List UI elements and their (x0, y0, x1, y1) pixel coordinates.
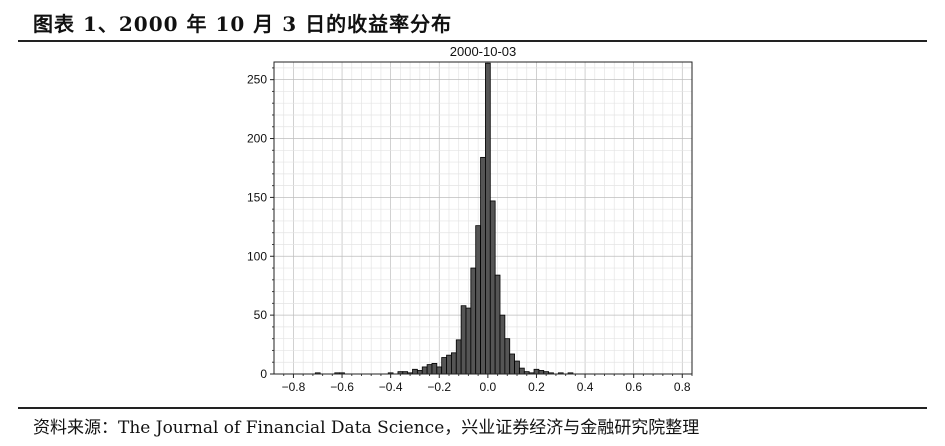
x-tick-label: −0.6 (330, 380, 354, 394)
x-tick-label: −0.8 (282, 380, 306, 394)
y-tick-label: 100 (247, 249, 267, 263)
x-tick-label: 0.6 (625, 380, 642, 394)
histogram-bar (533, 368, 540, 375)
histogram-bar (446, 354, 452, 375)
chart-title: 2000-10-03 (450, 44, 517, 59)
histogram-bar (426, 364, 433, 375)
histogram-bar (489, 200, 496, 375)
source-note: 资料来源：The Journal of Financial Data Scien… (33, 418, 700, 438)
histogram-bar (475, 225, 481, 375)
histogram-bar (514, 360, 520, 375)
histogram-bar (538, 370, 545, 375)
histogram-bar (460, 305, 467, 375)
histogram-bar (436, 366, 443, 375)
figure-title: 图表 1、2000 年 10 月 3 日的收益率分布 (33, 12, 453, 36)
histogram-bar (412, 368, 418, 375)
histogram-bar (485, 62, 491, 375)
histogram-bars (314, 62, 574, 375)
histogram-bar (441, 357, 447, 375)
x-tick-label: −0.2 (427, 380, 451, 394)
histogram-bar (470, 267, 477, 375)
x-tick-label: 0.2 (528, 380, 545, 394)
y-tick-label: 50 (254, 308, 268, 322)
histogram-bar (455, 339, 462, 375)
grid (273, 62, 693, 375)
histogram-bar (480, 156, 486, 375)
histogram-bar (494, 274, 501, 375)
histogram-bar (451, 352, 457, 375)
title-divider (18, 40, 927, 42)
x-tick-label: −0.4 (379, 380, 403, 394)
histogram-bar (421, 366, 428, 375)
histogram-bar (504, 338, 511, 375)
y-tick-label: 250 (247, 73, 267, 87)
x-tick-label: 0.8 (674, 380, 691, 394)
histogram-bar (416, 370, 423, 375)
source-divider (18, 407, 927, 409)
y-tick-label: 200 (247, 132, 267, 146)
y-tick-label: 0 (260, 367, 267, 381)
histogram-bar (519, 367, 525, 375)
y-tick-label: 150 (247, 190, 267, 204)
x-tick-label: 0.4 (577, 380, 594, 394)
histogram-bar (499, 314, 506, 375)
x-tick-label: 0.0 (480, 380, 497, 394)
plot-frame (273, 61, 693, 375)
histogram-bar (465, 307, 472, 375)
histogram-bar (431, 363, 438, 375)
histogram-bar (509, 353, 515, 375)
axes: −0.8 −0.6 −0.4 −0.2 0.0 0.2 0.4 0.6 0.8 0 50 100 150… (247, 67, 693, 394)
